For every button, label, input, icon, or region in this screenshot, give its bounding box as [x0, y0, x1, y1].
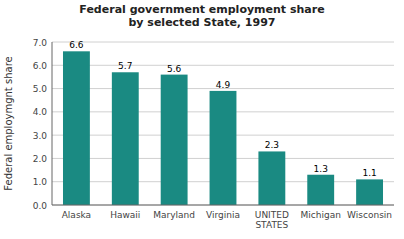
bar: [63, 51, 90, 205]
x-tick-label: Hawaii: [110, 210, 140, 220]
bars: [63, 51, 383, 205]
data-label: 5.6: [167, 64, 182, 74]
text-line: STATES: [255, 220, 288, 230]
y-axis-line: [52, 42, 53, 205]
grid-line: [52, 65, 394, 66]
y-tick-label: 6.0: [33, 61, 48, 71]
data-label: 5.7: [118, 61, 132, 71]
title: Federal government employment shareby se…: [79, 3, 324, 29]
data-label: 1.1: [362, 168, 376, 178]
x-tick-label: Alaska: [62, 210, 91, 220]
x-tick-label: Maryland: [153, 210, 195, 220]
y-tick-label: 2.0: [33, 154, 48, 164]
y-tick-label: 1.0: [33, 177, 48, 187]
data-label: 2.3: [265, 140, 279, 150]
text-line: Michigan: [301, 210, 341, 220]
text-line: Federal government employment share: [79, 3, 324, 16]
chart-svg: Federal government employment shareby se…: [0, 0, 404, 239]
bar: [307, 175, 334, 205]
data-label: 1.3: [314, 164, 328, 174]
grid: [52, 42, 394, 205]
chart-container: Federal government employment shareby se…: [0, 0, 404, 239]
text-line: Maryland: [153, 210, 195, 220]
x-tick-label: Wisconsin: [347, 210, 392, 220]
bar: [210, 91, 237, 205]
data-label: 6.6: [69, 40, 84, 50]
grid-line: [52, 205, 394, 206]
bar: [258, 151, 285, 205]
text-line: Alaska: [62, 210, 91, 220]
data-label: 4.9: [216, 80, 231, 90]
bar: [161, 75, 188, 205]
x-tick-label: Virginia: [206, 210, 240, 220]
x-axis-line: [52, 205, 394, 206]
y-tick-label: 0.0: [33, 201, 48, 211]
bar: [356, 179, 383, 205]
text-line: UNITED: [255, 210, 289, 220]
y-tick-label: 7.0: [33, 38, 48, 48]
grid-line: [52, 42, 394, 43]
x-tick-label: UNITEDSTATES: [255, 210, 289, 230]
text-line: Wisconsin: [347, 210, 392, 220]
text-line: Hawaii: [110, 210, 140, 220]
y-tick-label: 4.0: [33, 107, 48, 117]
y-axis-label: Federal employmgnt share: [3, 56, 14, 190]
text-line: by selected State, 1997: [128, 16, 275, 29]
bar: [112, 72, 139, 205]
y-tick-label: 5.0: [33, 84, 48, 94]
text-line: Virginia: [206, 210, 240, 220]
x-tick-label: Michigan: [301, 210, 341, 220]
y-tick-label: 3.0: [33, 131, 48, 141]
